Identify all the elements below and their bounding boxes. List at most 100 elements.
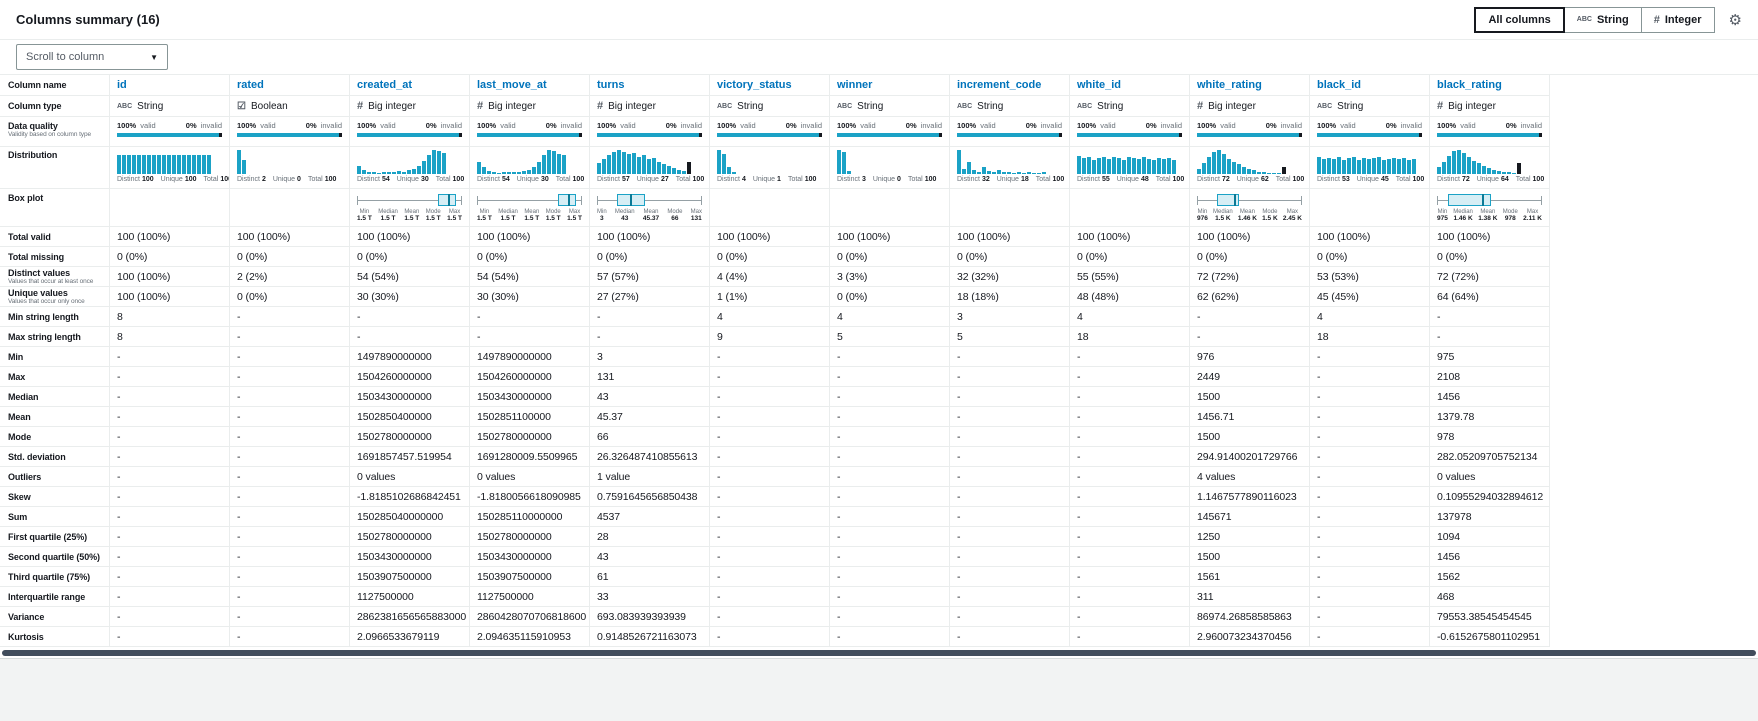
histogram-bar [1252, 170, 1256, 174]
data-quality-id: 100% valid 0% invalid [110, 117, 230, 147]
whisker-cap-left [597, 196, 598, 205]
row-label-text: Median [8, 391, 39, 402]
data-quality-bar [1197, 133, 1302, 137]
column-header-turns[interactable]: turns [590, 75, 710, 96]
column-header-last_move_at[interactable]: last_move_at [470, 75, 590, 96]
stat-cell-rated: - [230, 347, 350, 367]
string-type-icon: ABC [957, 102, 973, 110]
data-quality-labels: 100% valid 0% invalid [717, 121, 822, 130]
data-quality-bar [357, 133, 462, 137]
histogram-increment_code [957, 150, 1062, 174]
stat-cell-rated: 2 (2%) [230, 267, 350, 287]
stat-cell-created_at: 1502780000000 [350, 527, 470, 547]
valid-segment [237, 133, 339, 137]
scroll-to-column-select[interactable]: Scroll to column ▼ [16, 44, 168, 70]
iqr-box [1216, 194, 1239, 206]
boxplot-turns: Min 3 Median 43 Mean 45.37 Mode 66 Max 131 [590, 189, 710, 227]
stat-cell-id: - [110, 567, 230, 587]
column-header-rated[interactable]: rated [230, 75, 350, 96]
boxplot-chart [1197, 193, 1302, 207]
histogram-bar [1372, 158, 1376, 174]
data-quality-labels: 100% valid 0% invalid [477, 121, 582, 130]
stat-cell-increment_code: 100 (100%) [950, 227, 1070, 247]
table-toolbar: Scroll to column ▼ [0, 40, 1758, 74]
column-header-winner[interactable]: winner [830, 75, 950, 96]
column-header-increment_code[interactable]: increment_code [950, 75, 1070, 96]
whisker-cap-right [461, 196, 462, 205]
histogram-bar [1102, 157, 1106, 174]
stat-cell-white_id: - [1070, 427, 1190, 447]
column-header-black_id[interactable]: black_id [1310, 75, 1430, 96]
histogram-bar [1222, 154, 1226, 174]
histogram-bar [1262, 172, 1266, 174]
stat-cell-victory_status: 4 (4%) [710, 267, 830, 287]
boxplot-label: Mode 1.5 T [425, 209, 441, 222]
histogram-bar [1327, 158, 1331, 174]
stat-cell-white_id: 18 [1070, 327, 1190, 347]
row-label-interquartile-range: Interquartile range [0, 587, 110, 607]
row-label-distinct-values: Distinct values Values that occur at leas… [0, 267, 110, 287]
stat-cell-black_rating: - [1430, 307, 1550, 327]
histogram-bar [187, 155, 191, 174]
row-label-text: Mean [8, 411, 31, 422]
distribution-stats: Distinct 3 Unique 0 Total 100 [837, 176, 937, 183]
stat-cell-victory_status: - [710, 567, 830, 587]
boxplot-label: Mean 1.38 K [1478, 209, 1498, 222]
filter-all-columns[interactable]: All columns [1474, 6, 1565, 33]
stat-cell-id: - [110, 367, 230, 387]
column-header-victory_status[interactable]: victory_status [710, 75, 830, 96]
histogram-bar [167, 155, 171, 174]
distribution-black_rating: Distinct 72 Unique 64 Total 100 [1430, 147, 1550, 189]
row-label-text: Min string length [8, 311, 79, 322]
stat-cell-turns: 57 (57%) [590, 267, 710, 287]
stat-cell-victory_status: 1 (1%) [710, 287, 830, 307]
whisker-cap-left [477, 196, 478, 205]
stat-cell-rated: - [230, 427, 350, 447]
row-label-text: Second quartile (50%) [8, 551, 100, 562]
stat-cell-id: 8 [110, 307, 230, 327]
stat-cell-last_move_at: 1691280009.5509965 [470, 447, 590, 467]
data-quality-created_at: 100% valid 0% invalid [350, 117, 470, 147]
row-label-text: Distribution [8, 150, 58, 160]
stat-cell-rated: - [230, 467, 350, 487]
settings-gear-icon[interactable]: ⚙ [1728, 11, 1742, 29]
horizontal-scrollbar-thumb[interactable] [2, 650, 1756, 656]
distribution-stats: Distinct 55 Unique 48 Total 100 [1077, 176, 1185, 183]
histogram-bar [1082, 158, 1086, 174]
data-quality-increment_code: 100% valid 0% invalid [950, 117, 1070, 147]
histogram-bar [1022, 173, 1026, 174]
filter-string[interactable]: ABC String [1563, 6, 1642, 33]
stat-cell-black_rating: 2108 [1430, 367, 1550, 387]
histogram-bar [537, 162, 541, 174]
histogram-bar [172, 155, 176, 174]
stat-cell-id: 100 (100%) [110, 287, 230, 307]
column-header-white_rating[interactable]: white_rating [1190, 75, 1310, 96]
stat-cell-turns: - [590, 327, 710, 347]
column-header-black_rating[interactable]: black_rating [1430, 75, 1550, 96]
filter-integer[interactable]: # Integer [1640, 6, 1715, 33]
histogram-bar [1377, 157, 1381, 174]
stat-cell-last_move_at: 1497890000000 [470, 347, 590, 367]
column-header-created_at[interactable]: created_at [350, 75, 470, 96]
column-header-id[interactable]: id [110, 75, 230, 96]
stat-cell-rated: - [230, 567, 350, 587]
stat-cell-winner: - [830, 427, 950, 447]
histogram-bar [1242, 167, 1246, 174]
stat-cell-victory_status: 4 [710, 307, 830, 327]
histogram-bar [1042, 172, 1046, 174]
stat-cell-last_move_at: 1502851100000 [470, 407, 590, 427]
boxplot-label: Mean 1.5 T [524, 209, 540, 222]
boxplot-created_at: Min 1.5 T Median 1.5 T Mean 1.5 T Mode 1.5 T Max… [350, 189, 470, 227]
valid-segment [117, 133, 219, 137]
distribution-last_move_at: Distinct 54 Unique 30 Total 100 [470, 147, 590, 189]
column-header-white_id[interactable]: white_id [1070, 75, 1190, 96]
histogram-bar [517, 172, 521, 174]
number-type-icon: # [477, 100, 484, 112]
stat-cell-last_move_at: 1127500000 [470, 587, 590, 607]
histogram-bar [957, 150, 961, 174]
stat-cell-white_rating: 1250 [1190, 527, 1310, 547]
data-quality-bar [237, 133, 342, 137]
histogram-bar [417, 166, 421, 174]
stat-cell-winner: - [830, 467, 950, 487]
stat-cell-black_rating: 1456 [1430, 387, 1550, 407]
